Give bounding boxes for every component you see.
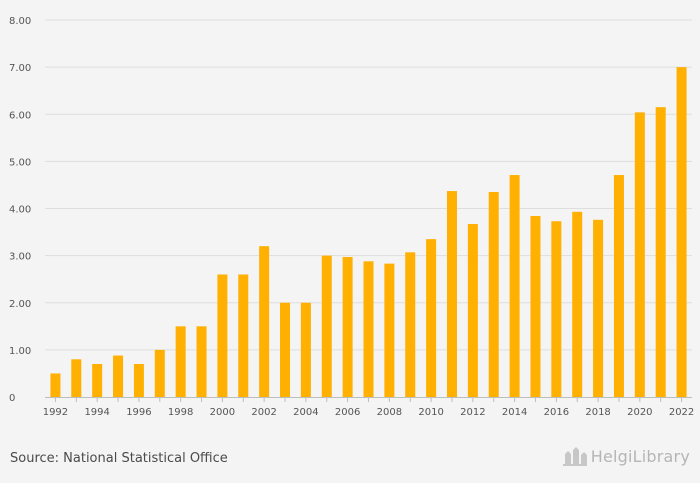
- bar: [488, 192, 499, 397]
- x-tick-label: 2012: [460, 407, 485, 418]
- bar: [300, 302, 311, 397]
- bar: [384, 263, 395, 397]
- y-tick-label: 4.00: [9, 205, 31, 216]
- bar: [551, 221, 562, 397]
- bar: [446, 191, 457, 397]
- bar: [572, 211, 583, 397]
- bar: [321, 255, 332, 397]
- bar: [405, 252, 416, 397]
- bar: [175, 326, 186, 397]
- brand-logo: HelgiLibrary: [562, 446, 690, 466]
- footer: Source: National Statistical Office Helg…: [0, 440, 700, 483]
- x-tick-label: 1998: [168, 407, 193, 418]
- x-tick-label: 1996: [126, 407, 151, 418]
- bar: [593, 219, 604, 397]
- brand-name: HelgiLibrary: [590, 446, 690, 466]
- bar: [613, 175, 624, 397]
- bar: [509, 175, 520, 397]
- bar: [196, 326, 207, 397]
- x-tick-label: 2004: [293, 407, 318, 418]
- y-tick-label: 0: [9, 393, 15, 404]
- x-tick-label: 2014: [502, 407, 527, 418]
- bar: [280, 302, 291, 397]
- y-tick-label: 6.00: [9, 110, 31, 121]
- bar: [342, 257, 353, 397]
- x-tick-label: 2006: [335, 407, 360, 418]
- x-tick-label: 2018: [585, 407, 610, 418]
- bar-chart: 01.002.003.004.005.006.007.008.00 1992 19…: [9, 16, 694, 418]
- x-tick-label: 2020: [627, 407, 652, 418]
- y-tick-label: 2.00: [9, 299, 31, 310]
- x-tick-label: 1992: [43, 407, 68, 418]
- bar: [259, 246, 270, 397]
- x-tick-label: 2016: [544, 407, 569, 418]
- y-tick-label: 1.00: [9, 346, 31, 357]
- bar: [133, 364, 144, 397]
- bar: [655, 107, 666, 398]
- x-tick-label: 2022: [669, 407, 694, 418]
- gridlines: [45, 19, 692, 351]
- x-tick-label: 2008: [377, 407, 402, 418]
- bar: [363, 261, 374, 397]
- x-tick-label: 2002: [251, 407, 276, 418]
- y-tick-label: 7.00: [9, 63, 31, 74]
- bar: [217, 274, 228, 397]
- bar: [71, 359, 82, 397]
- bar: [238, 274, 249, 397]
- bar: [467, 224, 478, 397]
- x-tick-label: 1994: [84, 407, 109, 418]
- y-axis-ticks: 0 1.00 2.00 3.00 4.00 5.00 6.00 7.00 8.00: [9, 16, 31, 404]
- source-note: Source: National Statistical Office: [10, 451, 228, 466]
- y-tick-label: 5.00: [9, 157, 31, 168]
- bar: [154, 349, 165, 397]
- x-tick-label: 2010: [418, 407, 443, 418]
- bar: [426, 239, 437, 397]
- x-axis: 1992 1994 1996 1998 2000 2002 2004 2006 2008 2010…: [43, 397, 694, 418]
- bar: [634, 112, 645, 398]
- y-tick-label: 8.00: [9, 16, 31, 27]
- bar: [92, 364, 103, 397]
- bar: [530, 216, 541, 397]
- helgi-logo-icon: [562, 447, 587, 466]
- x-tick-label: 2000: [210, 407, 235, 418]
- bar: [50, 373, 61, 397]
- bar: [676, 67, 687, 397]
- bar: [113, 355, 124, 397]
- bars: [50, 67, 687, 398]
- y-tick-label: 3.00: [9, 252, 31, 263]
